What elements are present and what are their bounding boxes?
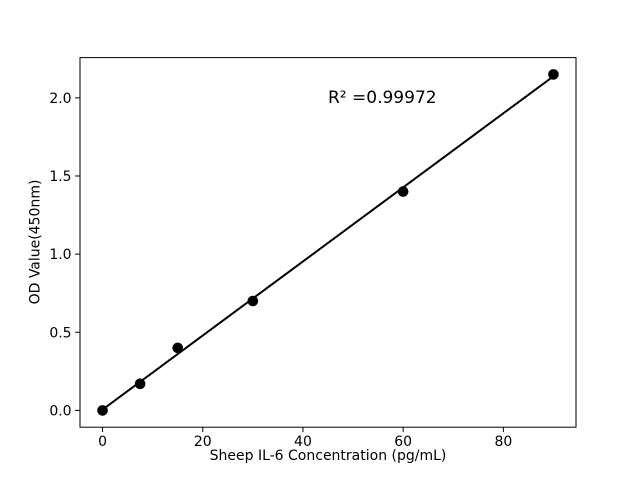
x-tick-label: 60: [394, 434, 412, 450]
data-point: [548, 69, 559, 80]
data-point: [97, 405, 108, 416]
y-tick-label: 1.0: [49, 247, 71, 263]
x-tick-label: 20: [194, 434, 212, 450]
y-tick-label: 1.5: [49, 169, 71, 185]
x-tick-label: 0: [98, 434, 107, 450]
x-tick-label: 80: [494, 434, 512, 450]
y-tick-label: 2.0: [49, 91, 71, 107]
data-point: [397, 186, 409, 197]
data-point: [172, 342, 183, 354]
data-point: [247, 295, 259, 307]
y-axis-label: OD Value(450nm): [27, 179, 44, 305]
y-tick-label: 0.0: [49, 403, 71, 419]
y-tick-label: 0.5: [49, 325, 71, 341]
r-squared-annotation: R² =0.99972: [328, 88, 437, 108]
x-axis-label: Sheep IL-6 Concentration (pg/mL): [209, 448, 447, 464]
x-tick-label: 40: [294, 434, 312, 450]
trend-line: [101, 75, 555, 411]
plot-border: [79, 57, 577, 428]
data-point: [134, 378, 146, 390]
